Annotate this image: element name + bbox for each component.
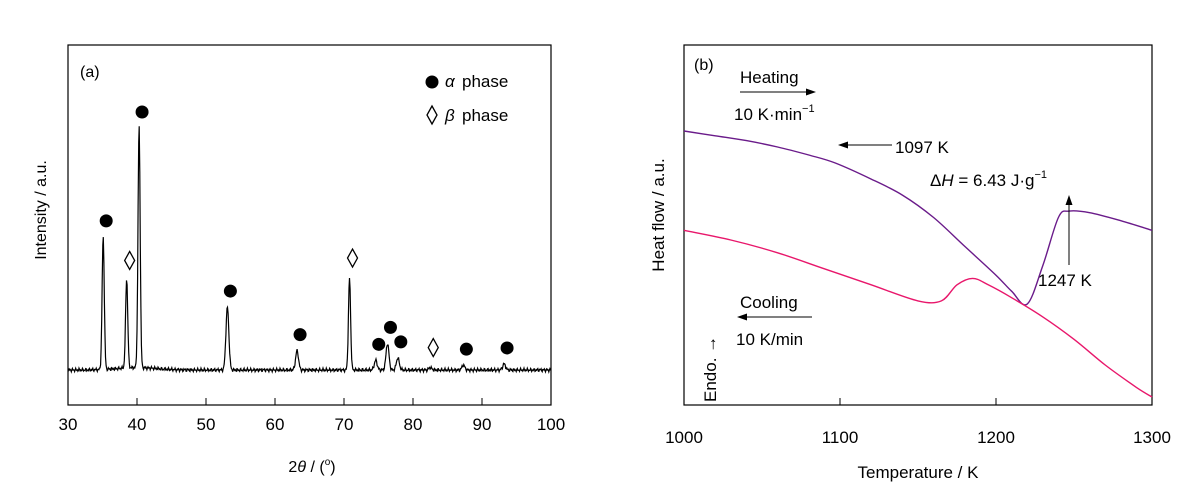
y-axis-label-b: Heat flow / a.u. [649,158,668,271]
alpha-phase-marker [383,320,397,334]
legend-beta-symbol: β [444,106,455,125]
enthalpy-label: ΔH = 6.43 J·g−1 [930,169,1047,190]
phase-markers [99,105,514,358]
heating-arrowhead [806,88,816,96]
x-tick-label-b: 1300 [1133,428,1171,447]
x-ticks-a: 30 40 50 60 70 80 90 100 [59,398,565,434]
panel-b-label: (b) [694,57,714,74]
x-tick-label-b: 1100 [822,428,859,447]
legend-beta-text: phase [462,106,508,125]
xrd-pattern-line [67,126,552,375]
alpha-phase-marker [99,214,113,228]
alpha-phase-marker [372,337,386,351]
x-tick-label-a: 90 [473,415,492,434]
cooling-arrowhead [737,313,747,321]
cooling-curve [683,229,1153,398]
x-tick-label-a: 30 [59,415,78,434]
beta-phase-marker [123,250,136,271]
beta-phase-marker [427,337,439,358]
x-tick-label-b: 1200 [977,428,1015,447]
beta-phase-marker [346,247,359,269]
panel-b: (b) 1000 1100 1200 1300 Heat flow / a.u. Te… [649,44,1171,482]
peak-arrowhead [1065,195,1073,205]
legend-beta-marker [426,104,438,126]
x-tick-label-a: 70 [335,415,354,434]
onset-temperature-label: 1097 K [895,138,950,157]
x-tick-label-a: 100 [537,415,565,434]
panel-a: (a) 30 40 50 60 70 80 90 100 Intensity / a.u. 2… [33,44,565,476]
x-axis-label-b: Temperature / K [858,463,980,482]
onset-arrowhead [838,141,848,149]
cooling-label: Cooling [740,293,798,312]
legend-alpha-text: phase [462,72,508,91]
cooling-rate: 10 K/min [736,330,803,349]
alpha-phase-marker [135,105,149,119]
x-axis-label-a: 2θ / (o) [288,457,335,476]
peak-temperature-label: 1247 K [1038,271,1093,290]
heating-label: Heating [740,68,799,87]
alpha-phase-marker [500,341,514,355]
x-tick-label-a: 40 [128,415,147,434]
x-tick-label-b: 1000 [665,428,703,447]
legend-alpha-symbol: α [445,72,456,91]
x-tick-label-a: 50 [197,415,216,434]
alpha-phase-marker [459,342,473,356]
x-ticks-b: 1000 1100 1200 1300 [665,398,1171,447]
panel-a-label: (a) [80,64,100,81]
x-tick-label-a: 80 [404,415,423,434]
x-tick-label-a: 60 [266,415,285,434]
endo-label: Endo. → [701,336,720,402]
plot-frame-a [67,44,552,406]
y-axis-label-a: Intensity / a.u. [33,160,50,260]
heating-rate: 10 K·min−1 [734,103,815,124]
plot-frame-b [683,44,1153,406]
legend-alpha-marker [425,75,439,89]
alpha-phase-marker [394,335,408,349]
alpha-phase-marker [293,328,307,342]
alpha-phase-marker [223,284,237,298]
